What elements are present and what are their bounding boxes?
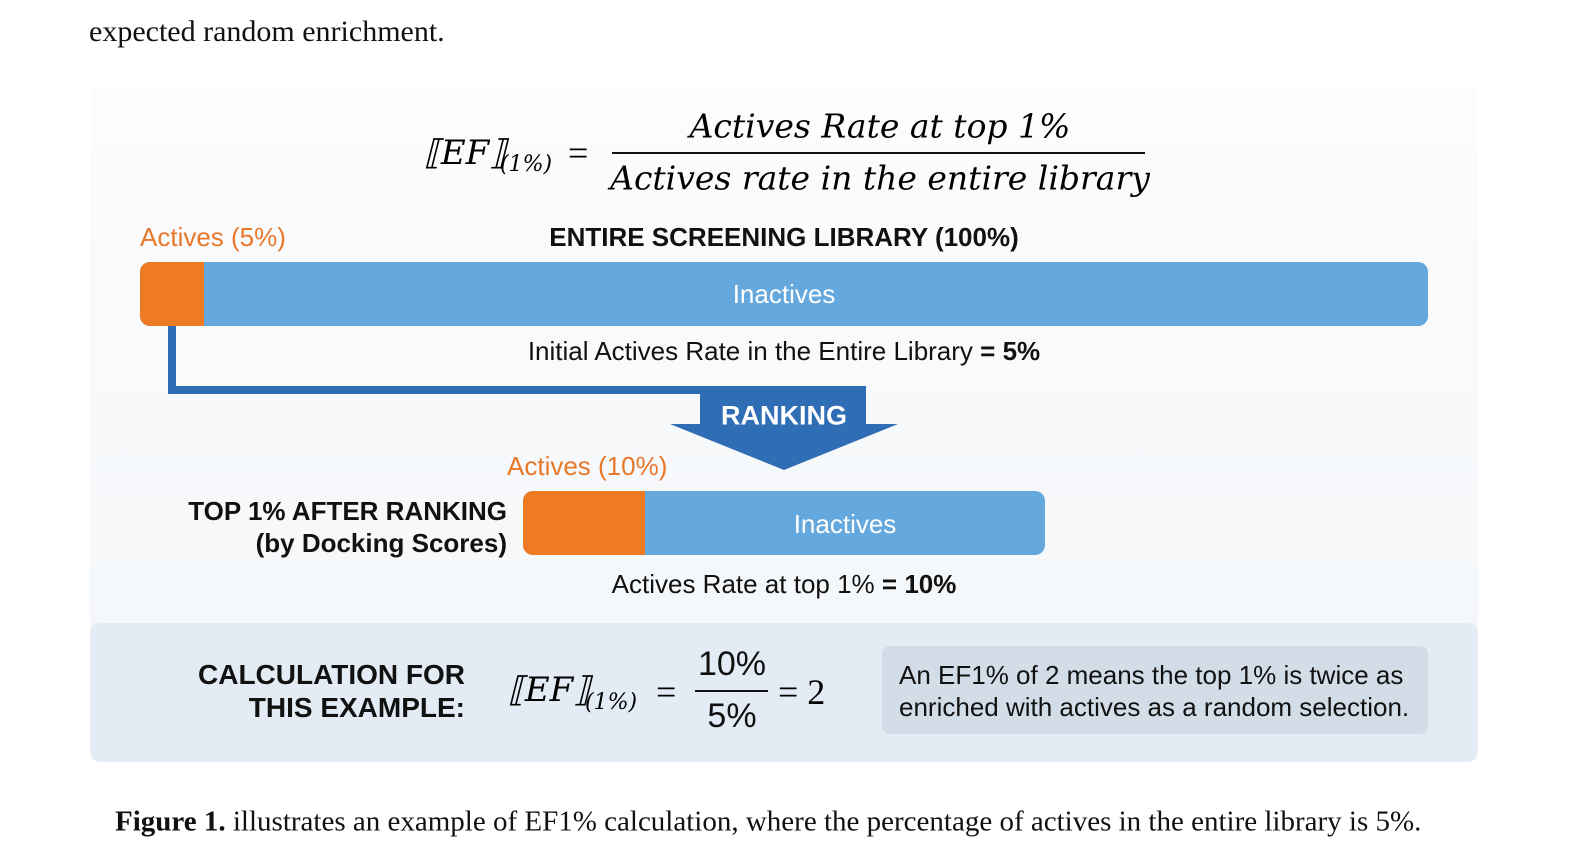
connector-line <box>168 326 700 394</box>
actives-segment <box>140 262 204 326</box>
note-box <box>882 646 1428 734</box>
calc-result: = 2 <box>778 672 826 712</box>
rate-value: = 10% <box>881 569 957 599</box>
note-text: An EF1% of 2 means the top 1% is twice a… <box>899 660 1404 690</box>
rate-text: Actives Rate at top 1% <box>611 569 875 599</box>
rate-text: Initial Actives Rate in the Entire Libra… <box>527 336 973 366</box>
calc-lhs: ⟦EF⟧ <box>508 670 591 710</box>
caption: Figure 1. illustrates an example of EF1%… <box>115 805 1422 838</box>
fraction-line <box>695 690 768 692</box>
bar-label: Inactives <box>732 279 836 309</box>
library-title: ENTIRE SCREENING LIBRARY (100%) <box>549 222 1019 252</box>
top-bar <box>523 491 1045 555</box>
ranking-arrow <box>670 386 898 470</box>
fraction-line <box>612 152 1145 154</box>
actives-label: Actives (5%) <box>140 222 286 252</box>
formula-equals: = <box>568 133 589 173</box>
calc-denominator: 5% <box>707 697 757 735</box>
actives-segment <box>523 491 645 555</box>
formula-numerator: Actives Rate at top 1% <box>689 106 1071 146</box>
rate-value: = 5% <box>980 336 1041 366</box>
top-title: TOP 1% AFTER RANKING <box>188 496 507 526</box>
formula-denominator: Actives rate in the entire library <box>610 158 1150 198</box>
bar-label: Inactives <box>793 509 897 539</box>
calc-numerator: 10% <box>697 645 767 683</box>
actives-label: Actives (10%) <box>507 451 668 481</box>
ranking-label: RANKING <box>721 400 847 431</box>
caption-text: illustrates an example of EF1% calculati… <box>232 805 1422 838</box>
top-title: (by Docking Scores) <box>255 528 507 558</box>
rate-line: Actives Rate at top 1% = 10% <box>612 571 957 597</box>
rate-line: Initial Actives Rate in the Entire Libra… <box>528 338 1040 364</box>
calc-label: THIS EXAMPLE: <box>248 692 465 723</box>
calc-equals: = <box>656 672 677 712</box>
formula-lhs: ⟦EF⟧ <box>424 133 507 173</box>
formula-subscript: (1%) <box>500 152 553 177</box>
caption-label: Figure 1. <box>115 805 226 838</box>
library-bar <box>140 262 1428 326</box>
note-text: enriched with actives as a random select… <box>899 692 1410 722</box>
calc-label: CALCULATION FOR <box>198 659 465 690</box>
calc-subscript: (1%) <box>585 690 638 715</box>
body-text: expected random enrichment. <box>89 15 445 48</box>
